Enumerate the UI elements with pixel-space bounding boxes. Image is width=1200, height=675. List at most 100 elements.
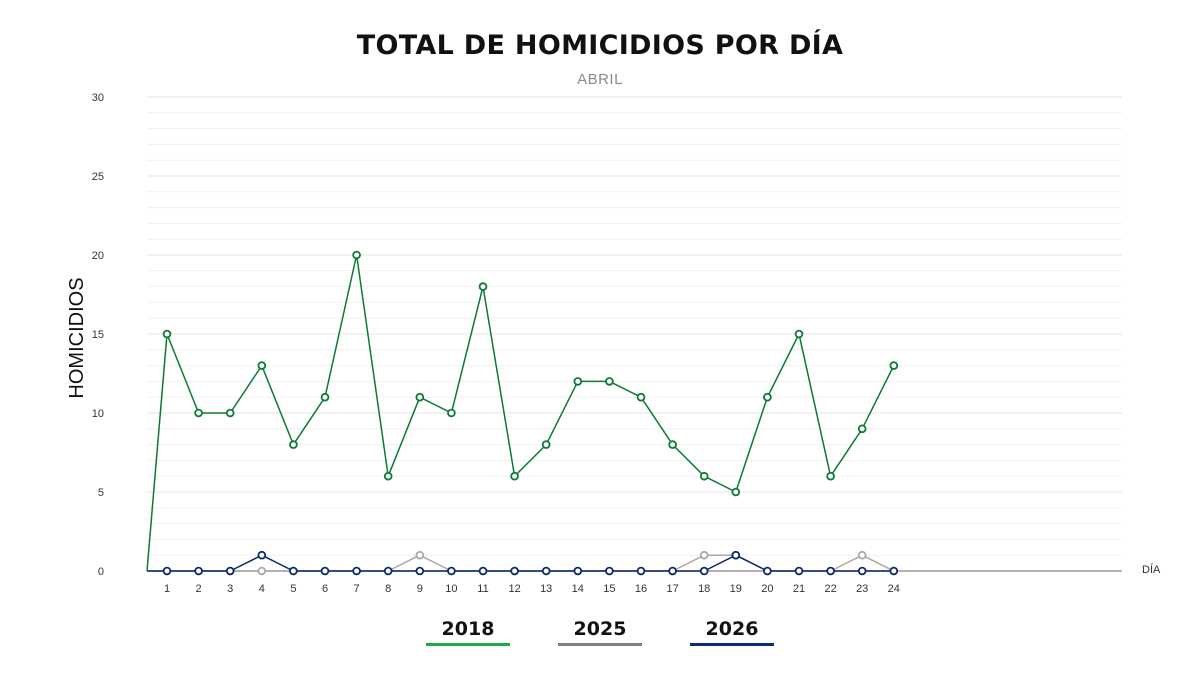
data-point-2026 bbox=[857, 566, 867, 576]
legend-label: 2025 bbox=[573, 618, 627, 640]
legend-item-2018: 2018 bbox=[426, 618, 510, 646]
x-tick-label: 22 bbox=[824, 583, 836, 595]
legend-item-2026: 2026 bbox=[690, 618, 774, 646]
y-tick-label: 10 bbox=[92, 408, 104, 420]
x-tick-label: 11 bbox=[477, 583, 488, 595]
x-tick-label: 24 bbox=[888, 583, 900, 595]
data-point-2026 bbox=[478, 566, 488, 576]
series-2018 bbox=[146, 250, 899, 572]
x-tick-label: 5 bbox=[290, 583, 296, 595]
data-point-2026 bbox=[289, 566, 298, 576]
x-tick-label: 16 bbox=[635, 583, 647, 595]
x-tick-label: 2 bbox=[196, 583, 202, 595]
data-point-2026 bbox=[194, 566, 203, 576]
data-point-2018 bbox=[478, 282, 488, 291]
data-point-2018 bbox=[763, 392, 772, 402]
x-tick-label: 20 bbox=[761, 583, 773, 595]
x-tick-label: 21 bbox=[793, 583, 805, 595]
x-tick-label: 13 bbox=[540, 583, 552, 595]
data-point-2026 bbox=[636, 566, 646, 576]
legend-swatch bbox=[690, 643, 774, 646]
data-point-2018 bbox=[794, 329, 804, 339]
x-axis-label: DÍA bbox=[1142, 563, 1161, 576]
grid-lines bbox=[147, 96, 1122, 556]
data-point-2026 bbox=[447, 566, 456, 576]
data-point-2018 bbox=[889, 361, 899, 370]
legend-label: 2026 bbox=[705, 618, 759, 640]
x-tick-label: 1 bbox=[164, 583, 170, 595]
data-point-2018 bbox=[352, 250, 361, 260]
data-point-2026 bbox=[699, 566, 709, 576]
y-tick-label: 0 bbox=[98, 566, 104, 578]
x-tick-label: 8 bbox=[385, 583, 391, 595]
legend-swatch bbox=[426, 643, 510, 646]
data-point-2018 bbox=[605, 377, 614, 386]
data-point-2026 bbox=[415, 566, 425, 576]
data-point-2026 bbox=[605, 566, 614, 576]
y-tick-label: 25 bbox=[92, 171, 104, 183]
data-point-2018 bbox=[857, 424, 867, 434]
y-tick-label: 15 bbox=[92, 329, 104, 341]
data-point-2026 bbox=[225, 566, 235, 576]
data-point-2018 bbox=[225, 408, 235, 418]
x-tick-label: 12 bbox=[508, 583, 520, 595]
y-axis-label: HOMICIDIOS bbox=[66, 277, 88, 398]
x-axis-ticks: 1 2 3 4 5 6 7 8 9 10 11 12 13 14 15 16 17 18 19 20 21 22 23 24 bbox=[164, 583, 900, 595]
data-point-2025 bbox=[857, 550, 867, 560]
data-point-2018 bbox=[510, 471, 519, 481]
x-tick-label: 14 bbox=[572, 583, 584, 595]
data-point-2018 bbox=[699, 471, 709, 481]
legend: 2018 2025 2026 bbox=[0, 618, 1200, 658]
data-point-2026 bbox=[826, 566, 835, 576]
series-group bbox=[146, 250, 899, 576]
legend-label: 2018 bbox=[441, 618, 495, 640]
data-point-2018 bbox=[826, 471, 835, 481]
y-tick-label: 20 bbox=[92, 250, 104, 262]
x-tick-label: 23 bbox=[856, 583, 868, 595]
data-point-2026 bbox=[794, 566, 804, 576]
data-point-2026 bbox=[162, 566, 172, 576]
data-point-2026 bbox=[320, 566, 330, 576]
data-point-2018 bbox=[447, 408, 456, 418]
data-point-2018 bbox=[668, 440, 677, 449]
data-point-2026 bbox=[510, 566, 519, 576]
data-point-2026 bbox=[352, 566, 361, 576]
legend-item-2025: 2025 bbox=[558, 618, 642, 646]
x-tick-label: 18 bbox=[698, 583, 710, 595]
data-point-2026 bbox=[257, 550, 267, 560]
x-tick-label: 19 bbox=[730, 583, 742, 595]
y-axis-ticks: 0 5 10 15 20 25 30 bbox=[92, 92, 104, 578]
data-point-2018 bbox=[573, 377, 583, 386]
x-tick-label: 15 bbox=[603, 583, 615, 595]
data-point-2018 bbox=[289, 440, 298, 449]
data-point-2026 bbox=[541, 566, 551, 576]
x-tick-label: 3 bbox=[227, 583, 233, 595]
legend-swatch bbox=[558, 643, 642, 646]
data-point-2018 bbox=[636, 392, 646, 402]
data-point-2025 bbox=[415, 550, 425, 560]
data-point-2026 bbox=[731, 550, 741, 560]
data-point-2018 bbox=[257, 361, 267, 370]
x-tick-label: 10 bbox=[445, 583, 457, 595]
data-point-2018 bbox=[162, 329, 172, 339]
data-point-2026 bbox=[668, 566, 677, 576]
x-tick-label: 6 bbox=[322, 583, 328, 595]
chart-title: TOTAL DE HOMICIDIOS POR DÍA bbox=[356, 30, 844, 61]
x-tick-label: 4 bbox=[259, 583, 265, 595]
data-point-2026 bbox=[383, 566, 393, 576]
series-2026 bbox=[147, 550, 899, 576]
y-tick-label: 30 bbox=[92, 92, 104, 104]
data-point-2026 bbox=[573, 566, 583, 576]
x-tick-label: 7 bbox=[354, 583, 360, 595]
x-tick-label: 9 bbox=[417, 583, 423, 595]
data-point-2018 bbox=[383, 471, 393, 481]
data-point-2026 bbox=[763, 566, 772, 576]
data-point-2018 bbox=[320, 392, 330, 402]
chart-subtitle: ABRIL bbox=[577, 71, 623, 88]
data-point-2025 bbox=[257, 566, 267, 576]
x-tick-label: 17 bbox=[666, 583, 678, 595]
data-point-2018 bbox=[731, 487, 741, 497]
data-point-2026 bbox=[889, 566, 899, 576]
data-point-2018 bbox=[541, 440, 551, 449]
